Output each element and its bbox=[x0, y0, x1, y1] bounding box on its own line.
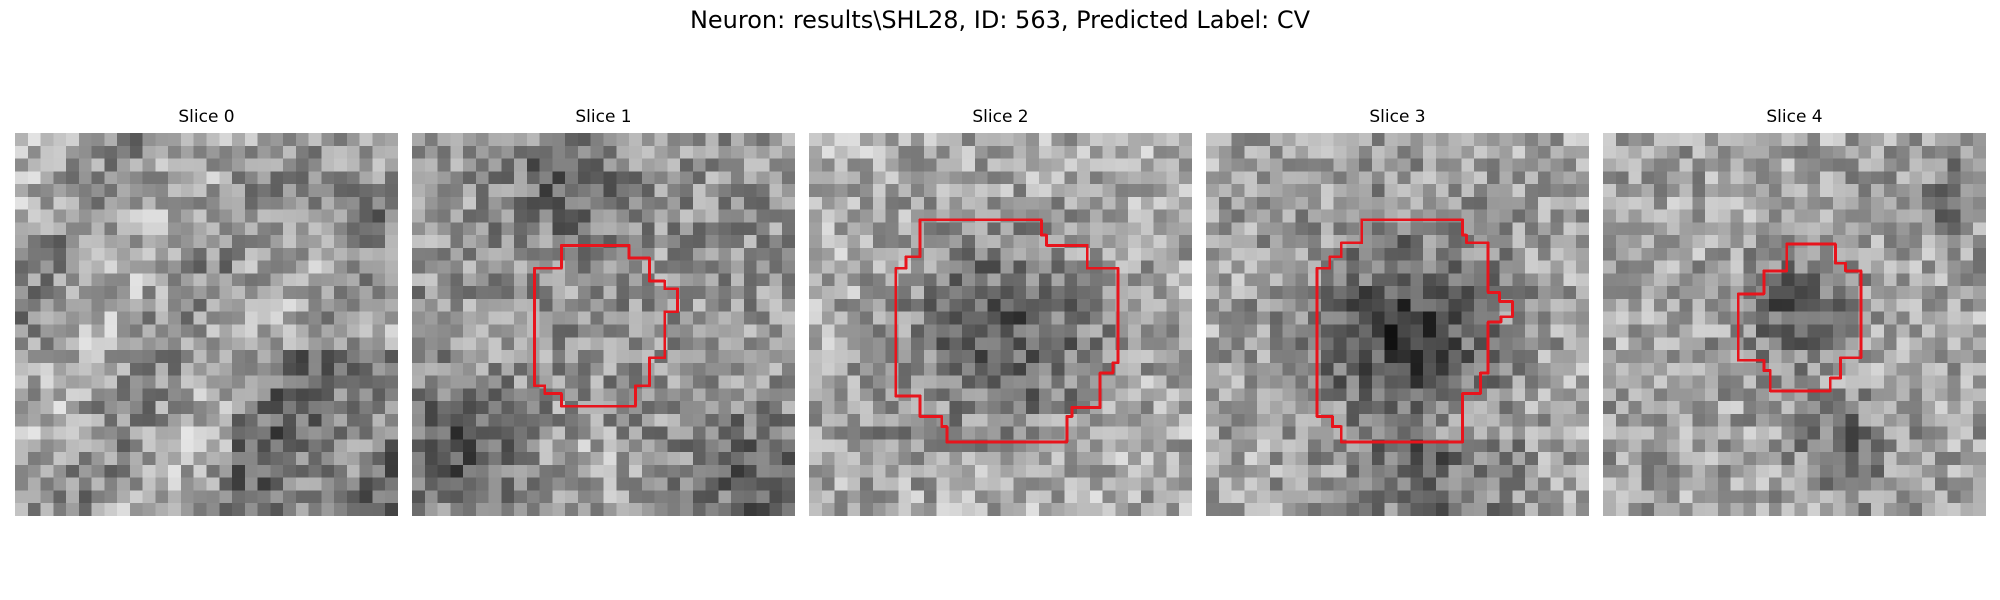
slice-image bbox=[1206, 133, 1589, 516]
slice-image bbox=[809, 133, 1192, 516]
slice-title: Slice 3 bbox=[1369, 107, 1426, 127]
roi-contour bbox=[894, 218, 1120, 444]
slice-panel-2: Slice 2 bbox=[809, 107, 1192, 517]
figure-title: Neuron: results\SHL28, ID: 563, Predicte… bbox=[689, 6, 1311, 34]
roi-contour bbox=[533, 243, 679, 408]
slice-image bbox=[412, 133, 795, 516]
slice-title: Slice 2 bbox=[972, 107, 1029, 127]
slice-title: Slice 1 bbox=[575, 107, 632, 127]
roi-contour bbox=[1736, 242, 1863, 393]
slice-title: Slice 4 bbox=[1766, 107, 1823, 127]
slice-title: Slice 0 bbox=[178, 107, 235, 127]
slice-panel-4: Slice 4 bbox=[1603, 107, 1986, 517]
slice-panel-0: Slice 0 bbox=[15, 107, 398, 517]
slice-image bbox=[15, 133, 398, 516]
roi-contour bbox=[1315, 218, 1514, 444]
slice-panel-3: Slice 3 bbox=[1206, 107, 1589, 517]
slice-panel-1: Slice 1 bbox=[412, 107, 795, 517]
slice-image bbox=[1603, 133, 1986, 516]
